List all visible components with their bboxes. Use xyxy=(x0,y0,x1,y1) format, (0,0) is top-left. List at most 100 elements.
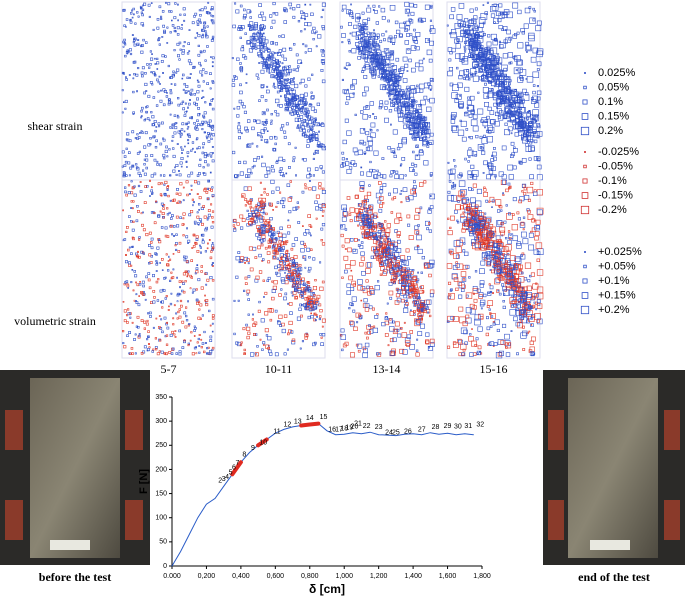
strain-cell xyxy=(288,320,293,326)
strain-cell xyxy=(147,143,151,147)
strain-cell xyxy=(185,314,188,318)
strain-cell xyxy=(236,57,240,61)
strain-cell xyxy=(250,223,253,227)
strain-cell xyxy=(179,48,182,51)
strain-cell xyxy=(171,276,175,279)
strain-cell xyxy=(136,205,139,208)
strain-cell xyxy=(211,322,214,325)
strain-cell xyxy=(197,123,200,126)
strain-cell xyxy=(287,231,291,235)
strain-cell xyxy=(242,327,246,331)
strain-cell xyxy=(149,179,152,182)
strain-cell xyxy=(243,56,248,60)
strain-cell xyxy=(163,277,166,280)
strain-cell xyxy=(269,318,273,322)
strain-cell xyxy=(260,52,263,55)
strain-cell xyxy=(209,87,212,90)
strain-cell xyxy=(291,340,296,345)
strain-cell xyxy=(193,346,197,350)
strain-cell xyxy=(300,248,305,253)
strain-cell xyxy=(240,69,244,73)
strain-cell xyxy=(307,214,312,218)
strain-cell xyxy=(150,71,153,74)
strain-cell xyxy=(160,350,164,354)
strain-cell xyxy=(275,161,279,164)
strain-cell xyxy=(197,113,201,117)
strain-cell xyxy=(251,210,255,214)
strain-cell xyxy=(149,195,151,197)
strain-cell xyxy=(316,315,319,318)
strain-cell xyxy=(211,246,215,249)
strain-cell xyxy=(161,330,164,334)
strain-cell xyxy=(291,109,296,113)
strain-cell xyxy=(294,237,299,241)
strain-cell xyxy=(273,252,277,255)
strain-cell xyxy=(258,232,263,237)
strain-cell xyxy=(182,45,185,48)
strain-cell xyxy=(176,42,180,46)
strain-cell xyxy=(248,48,253,53)
strain-cell xyxy=(290,88,294,91)
strain-cell xyxy=(144,72,147,75)
strain-cell xyxy=(123,164,127,167)
strain-cell xyxy=(239,62,242,65)
strain-cell xyxy=(286,90,290,95)
strain-cell xyxy=(312,342,316,347)
strain-cell xyxy=(312,118,316,122)
strain-cell xyxy=(250,40,253,43)
strain-cell xyxy=(169,333,173,337)
strain-cell xyxy=(175,215,179,219)
strain-cell xyxy=(260,155,264,158)
strain-cell xyxy=(130,200,133,203)
strain-cell xyxy=(136,167,140,171)
strain-cell xyxy=(167,308,170,311)
strain-cell xyxy=(168,305,170,308)
strain-cell xyxy=(160,17,163,20)
strain-cell xyxy=(122,329,125,333)
strain-cell xyxy=(253,158,257,162)
strain-cell xyxy=(123,319,127,323)
strain-cell xyxy=(270,165,274,168)
strain-cell xyxy=(239,90,243,95)
strain-cell xyxy=(179,132,183,136)
strain-cell xyxy=(277,232,283,238)
strain-cell xyxy=(187,174,191,178)
strain-cell xyxy=(143,145,147,149)
strain-cell xyxy=(189,287,192,290)
strain-map xyxy=(231,179,326,359)
strain-cell xyxy=(258,99,261,102)
strain-cell xyxy=(276,201,280,204)
strain-cell xyxy=(308,224,312,227)
strain-cell xyxy=(300,292,304,296)
strain-cell xyxy=(321,325,324,328)
strain-cell xyxy=(260,202,266,207)
strain-cell xyxy=(285,265,290,270)
strain-cell xyxy=(187,139,190,142)
map-background xyxy=(121,179,216,359)
strain-cell xyxy=(133,37,136,41)
strain-cell xyxy=(156,246,160,250)
strain-cell xyxy=(140,7,143,10)
strain-cell xyxy=(244,276,248,280)
strain-cell xyxy=(282,233,287,238)
strain-cell xyxy=(288,276,292,281)
strain-cell xyxy=(174,83,177,86)
strain-cell xyxy=(308,289,311,292)
strain-cell xyxy=(302,128,307,133)
strain-cell xyxy=(192,201,195,204)
strain-cell xyxy=(198,172,201,176)
strain-cell xyxy=(155,260,158,263)
strain-cell xyxy=(154,337,158,340)
strain-cell xyxy=(186,273,190,276)
strain-cell xyxy=(304,119,307,122)
strain-cell xyxy=(272,228,275,231)
strain-cell xyxy=(127,191,131,195)
strain-cell xyxy=(313,109,318,113)
strain-cell xyxy=(140,290,143,294)
strain-cell xyxy=(287,272,292,277)
strain-cell xyxy=(292,259,295,262)
strain-cell xyxy=(124,43,127,46)
strain-cell xyxy=(167,64,170,68)
strain-cell xyxy=(162,204,166,207)
